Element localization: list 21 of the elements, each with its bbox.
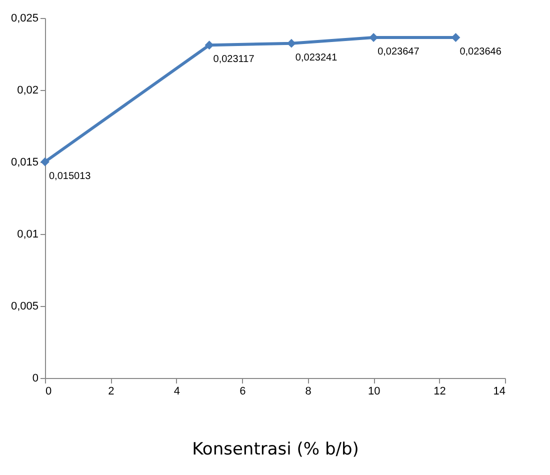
data-label: 0,015013 — [49, 170, 92, 182]
x-tick-label: 10 — [368, 386, 380, 398]
x-tick-label: 8 — [305, 386, 312, 398]
y-tick-label: 0,005 — [10, 300, 38, 312]
x-tick-label: 2 — [108, 386, 114, 398]
x-tick-label: 14 — [493, 386, 506, 398]
y-tick-label: 0 — [32, 372, 38, 384]
y-tick-label: 0,02 — [17, 84, 38, 96]
x-tick-label: 0 — [46, 386, 52, 398]
x-tick-label: 4 — [174, 386, 180, 398]
data-label: 0,023117 — [213, 54, 255, 66]
y-tick-label: 0,015 — [10, 156, 38, 168]
point — [40, 157, 50, 166]
x-axis-title: Konsentrasi (% b/b) — [192, 440, 359, 460]
data-label: 0,023646 — [460, 46, 502, 58]
x-tick-label: 6 — [240, 386, 246, 398]
data-label: 0,023241 — [295, 52, 338, 64]
y-tick-label: 0,01 — [17, 228, 38, 240]
x-tick-label: 12 — [434, 386, 446, 398]
data-label: 0,023647 — [378, 46, 420, 58]
y-tick-label: 0,025 — [10, 12, 38, 24]
